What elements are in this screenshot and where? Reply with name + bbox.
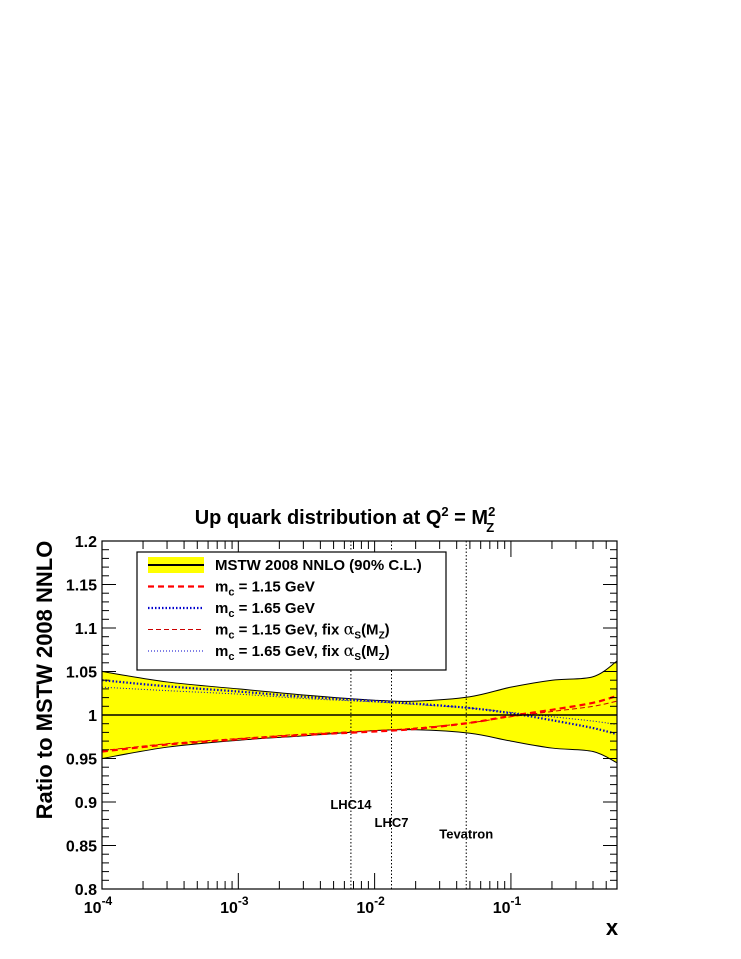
- x-axis-label: x: [606, 915, 619, 940]
- y-tick-label: 0.8: [75, 882, 97, 899]
- axis-ticks: 0.8 0.85 0.9 0.95 1 1.05 1.1 1.15 1.2 10-4 10-3 10-…: [66, 534, 617, 917]
- band-lower-edge: [102, 729, 617, 764]
- label-tevatron: Tevatron: [439, 827, 493, 842]
- y-tick-label: 1: [88, 708, 97, 725]
- series-mc115: [102, 694, 617, 753]
- legend-label-central: MSTW 2008 NNLO (90% C.L.): [215, 557, 422, 574]
- band-upper-edge: [102, 660, 617, 702]
- series-mc115fix: [102, 700, 617, 752]
- uncertainty-band: [102, 661, 617, 763]
- x-tick-label: 10-2: [356, 894, 385, 917]
- y-tick-label: 0.95: [66, 752, 97, 769]
- x-tick-label: 10-1: [493, 894, 522, 917]
- legend-label-mc165: mc = 1.65 GeV: [215, 600, 315, 620]
- label-lhc14: LHC14: [330, 797, 372, 812]
- y-tick-label: 0.9: [75, 795, 97, 812]
- legend: MSTW 2008 NNLO (90% C.L.)mc = 1.15 GeVmc…: [136, 551, 447, 671]
- legend-label-mc165fix: mc = 1.65 GeV, fix αS(MZ): [215, 641, 390, 663]
- y-axis-label: Ratio to MSTW 2008 NNLO: [32, 541, 57, 820]
- y-tick-label: 1.2: [75, 534, 97, 551]
- y-tick-label: 1.15: [66, 578, 97, 595]
- y-tick-label: 1.05: [66, 665, 97, 682]
- x-tick-label: 10-3: [220, 894, 249, 917]
- label-lhc7: LHC7: [375, 815, 409, 830]
- y-tick-label: 1.1: [75, 621, 97, 638]
- legend-label-mc115fix: mc = 1.15 GeV, fix αS(MZ): [215, 620, 390, 642]
- chart-title: Up quark distribution at Q2 = M2 Z: [195, 504, 496, 535]
- y-tick-label: 0.85: [66, 839, 97, 856]
- x-tick-label: 10-4: [84, 894, 113, 917]
- series-mc165: [102, 679, 617, 736]
- legend-label-mc115: mc = 1.15 GeV: [215, 579, 315, 599]
